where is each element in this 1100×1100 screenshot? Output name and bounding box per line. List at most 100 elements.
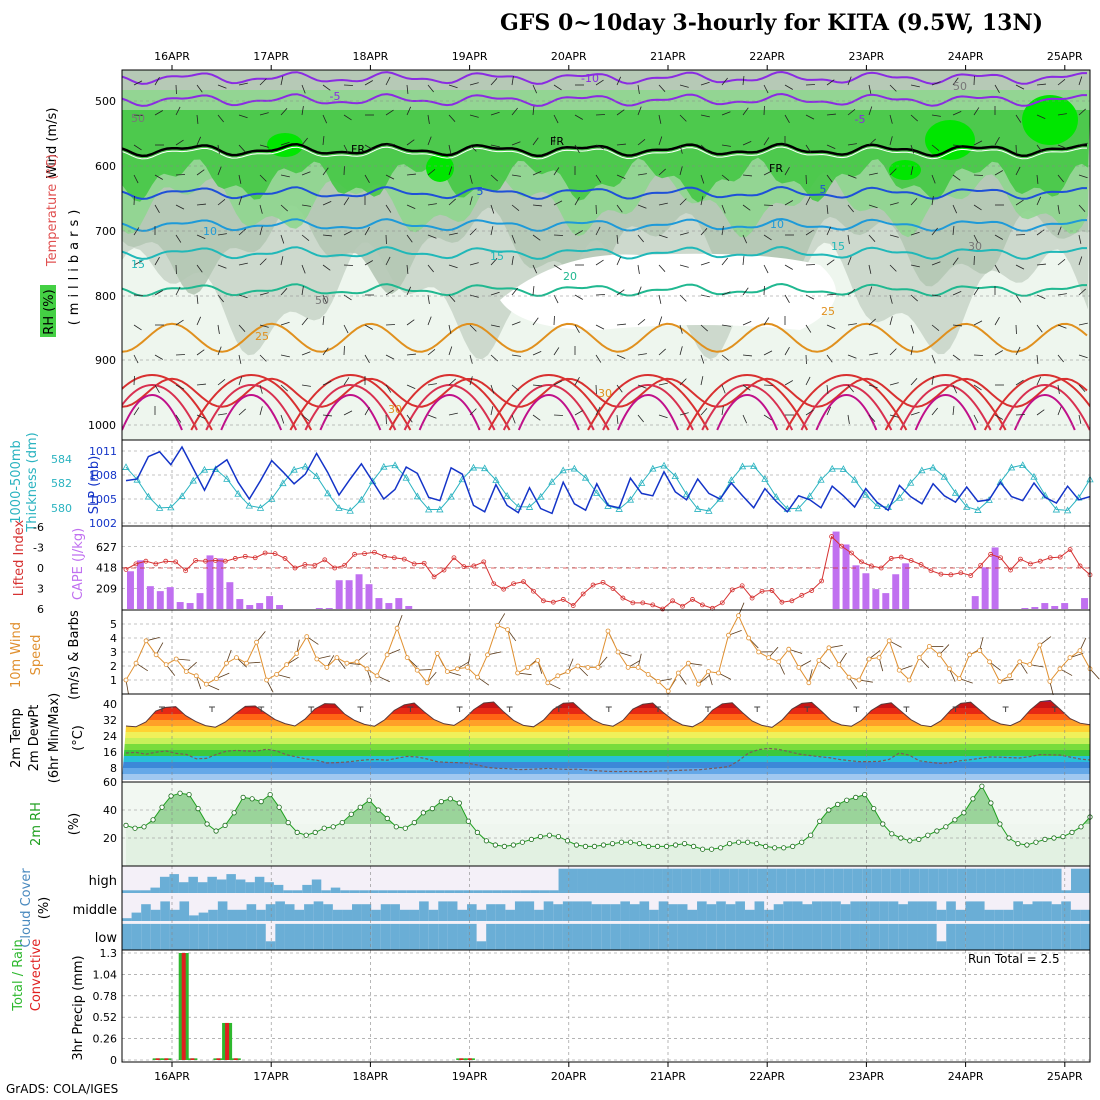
wind-barb [322, 167, 329, 176]
wind-speed-marker [234, 655, 239, 660]
wind-speed-marker [685, 660, 691, 666]
wind-speed-marker [344, 660, 350, 666]
wind-barb [175, 106, 181, 116]
upper-air-layer: -10 -5 -5 5 5 10 10 15 15 15 20 25 25 30 30 FR FR FR 50 50 3… [122, 70, 1090, 440]
li-tick-label: 3 [37, 583, 44, 596]
cloud-cell [831, 901, 842, 921]
cloud-cell [275, 923, 286, 950]
rh2m-marker [645, 843, 652, 850]
wind-barb [469, 324, 477, 332]
hot-core-arc [190, 374, 313, 431]
li-marker [948, 572, 954, 578]
li-marker [700, 602, 705, 608]
rh2m-marker [519, 839, 526, 845]
li-marker [829, 534, 835, 539]
rh2m-marker [934, 828, 940, 834]
wind-speed-marker [495, 623, 500, 628]
wind-barb [448, 114, 456, 122]
wind-barb [616, 354, 626, 360]
slp-tick-label: 1002 [89, 517, 117, 530]
rh2m-marker [555, 833, 562, 840]
wind-barb [469, 376, 473, 386]
cloud-cell [352, 923, 363, 950]
rh2m-marker [663, 843, 670, 850]
rh-band-3 [122, 110, 1090, 203]
rh2m-tick-label: 60 [103, 776, 117, 789]
wind-speed-marker [786, 646, 792, 652]
hot-core-arc [122, 384, 198, 431]
wind-barb [490, 144, 500, 148]
rh2m-marker [546, 832, 553, 838]
cloud-cell [1061, 901, 1072, 921]
li-marker [133, 561, 139, 567]
wind-barb [133, 324, 142, 331]
wind-barb [637, 84, 640, 94]
isotherm-label: 15 [490, 250, 504, 263]
wind-barb [973, 320, 983, 326]
cloud-cell [198, 912, 209, 921]
cloud-cell [672, 868, 683, 893]
wind-speed-marker [716, 670, 721, 676]
cloud-cell-bg [687, 893, 698, 921]
wind-barb [511, 414, 516, 424]
wind-barb [994, 137, 1000, 146]
wind-barb [469, 408, 477, 416]
wind-barb [259, 354, 267, 362]
wind-speed-marker [756, 649, 762, 655]
li-marker [481, 559, 487, 565]
wind-barb [952, 174, 961, 181]
cloud-cell [1080, 868, 1091, 893]
precip-convective-bar [459, 1058, 464, 1060]
wind-barb [805, 114, 815, 120]
wind-barb [364, 354, 370, 363]
rh2m-marker [294, 829, 300, 836]
wind-speed-marker [706, 669, 711, 674]
wind-barb [238, 114, 248, 119]
wind-barb [196, 264, 203, 273]
wind-barb [658, 114, 662, 124]
wind-speed-marker [906, 677, 912, 683]
li-marker [242, 553, 248, 559]
wind-barb [133, 80, 143, 86]
pressure-tick-label: 1000 [88, 419, 116, 432]
cloud-cell [1032, 901, 1043, 921]
isotherm-25 [122, 322, 1088, 353]
wind-barb [217, 324, 220, 334]
wind-barb [301, 384, 311, 387]
wind-speed-marker [595, 665, 601, 670]
cape-bar [395, 598, 403, 609]
cloud-cell [150, 923, 161, 950]
grads-credit: GrADS: COLA/IGES [6, 1082, 119, 1096]
cloud-cell-bg [444, 866, 455, 893]
wind-barb [847, 204, 854, 213]
rh2m-marker [564, 838, 571, 844]
thickness-marker [424, 505, 433, 513]
wind-barb [952, 354, 961, 361]
cloud-cell [1004, 868, 1015, 893]
thickness-marker [906, 478, 915, 486]
wind-speed-label: Speed [29, 635, 44, 676]
wind-barb [511, 141, 521, 146]
cloud-cell [473, 890, 484, 893]
wind-speed-marker [957, 676, 962, 681]
cloud-cell [900, 868, 911, 893]
wind-barb [196, 169, 205, 176]
wind-barb [679, 378, 687, 386]
li-marker [650, 602, 656, 608]
wind-barb [175, 234, 182, 243]
precip-convective-bar [225, 1022, 230, 1060]
cloud-cell [245, 882, 256, 893]
wind-barb [259, 112, 269, 116]
wind-barb [1057, 406, 1062, 416]
wind-barb [343, 144, 349, 154]
wind-barb [931, 81, 941, 86]
cloud-cell [985, 868, 996, 893]
wind-barb [280, 256, 284, 266]
wind-speed-marker [143, 638, 149, 644]
cloud-cell-bg [397, 866, 408, 893]
cloud-cell [802, 923, 813, 950]
cloud-cell-bg [359, 866, 370, 893]
cloud-cell-bg [428, 893, 439, 921]
wind-barb [490, 226, 494, 236]
rh2m-marker [357, 804, 363, 810]
